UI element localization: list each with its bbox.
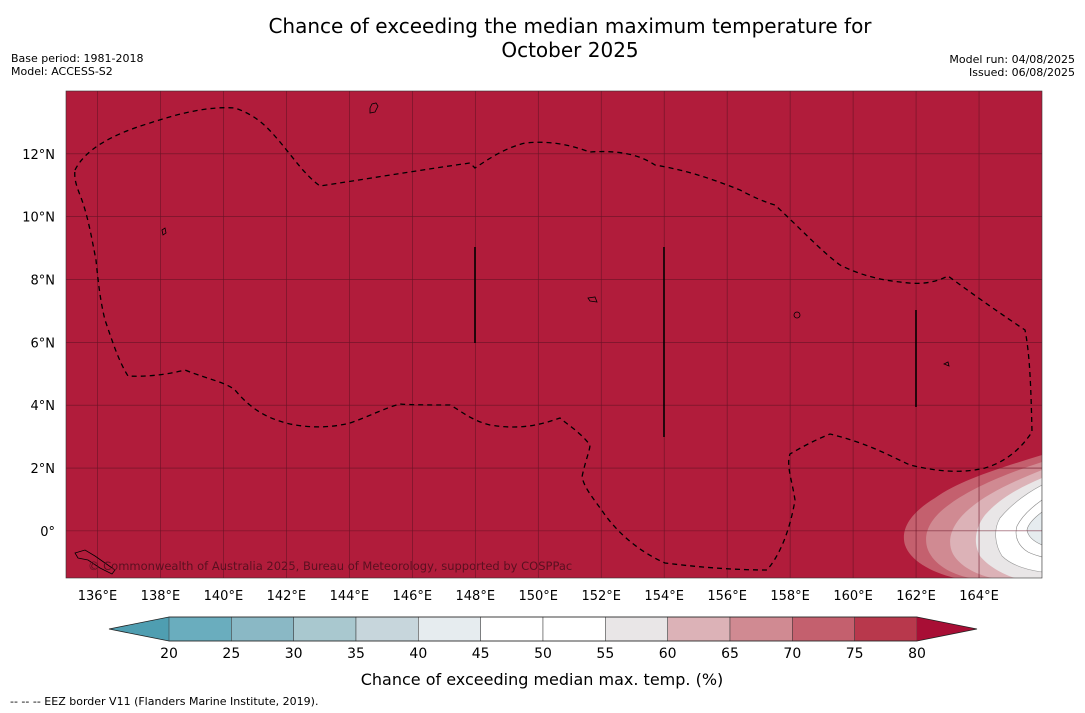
colorbar-box bbox=[168, 616, 232, 642]
colorbar-box bbox=[792, 616, 855, 642]
island-sw bbox=[74, 549, 116, 575]
issued-text: Issued: 06/08/2025 bbox=[968, 66, 1075, 79]
chart-title: Chance of exceeding the median maximum t… bbox=[0, 14, 1085, 62]
y-tick-label: 10°N bbox=[22, 211, 55, 226]
y-tick-label: 8°N bbox=[31, 274, 56, 289]
colorbar-box bbox=[293, 616, 357, 642]
colorbar-tick-label: 55 bbox=[596, 646, 614, 662]
x-tick-label: 150°E bbox=[518, 589, 558, 604]
colorbar-box bbox=[605, 616, 668, 642]
x-tick-label: 138°E bbox=[141, 589, 181, 604]
map-background bbox=[66, 91, 1042, 578]
island-kosrae bbox=[943, 361, 950, 367]
x-tick-label: 154°E bbox=[644, 589, 684, 604]
colorbar-tick-label: 25 bbox=[222, 646, 240, 662]
y-tick-label: 6°N bbox=[31, 336, 56, 351]
low-probability-contours bbox=[903, 455, 1042, 578]
colorbar-boxes bbox=[168, 616, 918, 642]
x-tick-label: 136°E bbox=[78, 589, 118, 604]
y-tick-label: 2°N bbox=[31, 462, 56, 477]
colorbar-tick-label: 45 bbox=[472, 646, 490, 662]
model-run-text: Model run: 04/08/2025 bbox=[949, 53, 1075, 66]
colorbar-tick-label: 65 bbox=[721, 646, 739, 662]
island-west bbox=[161, 227, 167, 236]
x-tick-label: 160°E bbox=[833, 589, 873, 604]
colorbar-box bbox=[418, 616, 481, 642]
chart-title-line-2: October 2025 bbox=[501, 38, 639, 62]
x-tick-label: 156°E bbox=[707, 589, 747, 604]
island-pohnpei bbox=[793, 311, 801, 319]
colorbar-tick-label: 60 bbox=[659, 646, 677, 662]
x-tick-label: 146°E bbox=[393, 589, 433, 604]
x-tick-label: 140°E bbox=[204, 589, 244, 604]
x-tick-label: 164°E bbox=[959, 589, 999, 604]
x-tick-label: 142°E bbox=[267, 589, 307, 604]
footnote: -- -- -- EEZ border V11 (Flanders Marine… bbox=[10, 695, 319, 708]
island-chuuk bbox=[587, 296, 598, 303]
colorbar-tick-label: 30 bbox=[285, 646, 303, 662]
colorbar-tick-label: 40 bbox=[409, 646, 427, 662]
y-tick-label: 0° bbox=[40, 525, 55, 540]
colorbar-label: Chance of exceeding median max. temp. (%… bbox=[361, 670, 724, 689]
colorbar-tick-label: 50 bbox=[534, 646, 552, 662]
base-period-text: Base period: 1981-2018 bbox=[11, 52, 144, 65]
y-axis-ticks: 12°N 10°N 8°N 6°N 4°N 2°N 0° bbox=[22, 148, 55, 540]
colorbar-tick-label: 70 bbox=[783, 646, 801, 662]
x-tick-label: 162°E bbox=[896, 589, 936, 604]
colorbar-tick-labels: 20 25 30 35 40 45 50 55 60 65 70 75 80 bbox=[160, 646, 926, 662]
x-tick-label: 148°E bbox=[456, 589, 496, 604]
map-credit: © Commonwealth of Australia 2025, Bureau… bbox=[88, 559, 572, 573]
colorbar-tick-label: 80 bbox=[908, 646, 926, 662]
y-tick-label: 4°N bbox=[31, 399, 56, 414]
colorbar: 20 25 30 35 40 45 50 55 60 65 70 75 80 Chance of exc… bbox=[108, 616, 978, 689]
colorbar-box bbox=[667, 616, 731, 642]
colorbar-under-triangle bbox=[109, 617, 169, 641]
x-axis-ticks: 136°E 138°E 140°E 142°E 144°E 146°E 148°E 150°E… bbox=[78, 589, 999, 604]
meta-left: Base period: 1981-2018 Model: ACCESS-S2 bbox=[11, 52, 143, 78]
colorbar-tick-label: 20 bbox=[160, 646, 178, 662]
chart-title-line-1: Chance of exceeding the median maximum t… bbox=[268, 14, 872, 38]
map-frame bbox=[65, 90, 1043, 579]
x-tick-label: 152°E bbox=[581, 589, 621, 604]
map-panel: © Commonwealth of Australia 2025, Bureau… bbox=[65, 90, 1043, 579]
meta-right: Model run: 04/08/2025 Issued: 06/08/2025 bbox=[949, 53, 1075, 79]
colorbar-box bbox=[231, 616, 294, 642]
colorbar-over-triangle bbox=[917, 617, 977, 641]
model-text: Model: ACCESS-S2 bbox=[11, 65, 113, 78]
islands bbox=[74, 102, 950, 575]
contour-40 bbox=[1026, 511, 1042, 546]
colorbar-box bbox=[854, 616, 918, 642]
x-tick-label: 158°E bbox=[770, 589, 810, 604]
colorbar-tick-label: 35 bbox=[347, 646, 365, 662]
colorbar-box bbox=[729, 616, 793, 642]
island-north bbox=[369, 102, 379, 114]
colorbar-box bbox=[542, 616, 606, 642]
y-tick-label: 12°N bbox=[22, 148, 55, 163]
x-tick-label: 144°E bbox=[330, 589, 370, 604]
colorbar-box bbox=[480, 616, 544, 642]
colorbar-box bbox=[355, 616, 419, 642]
eez-border bbox=[74, 107, 1033, 571]
colorbar-tick-label: 75 bbox=[846, 646, 864, 662]
colorbar-outline bbox=[108, 616, 978, 642]
